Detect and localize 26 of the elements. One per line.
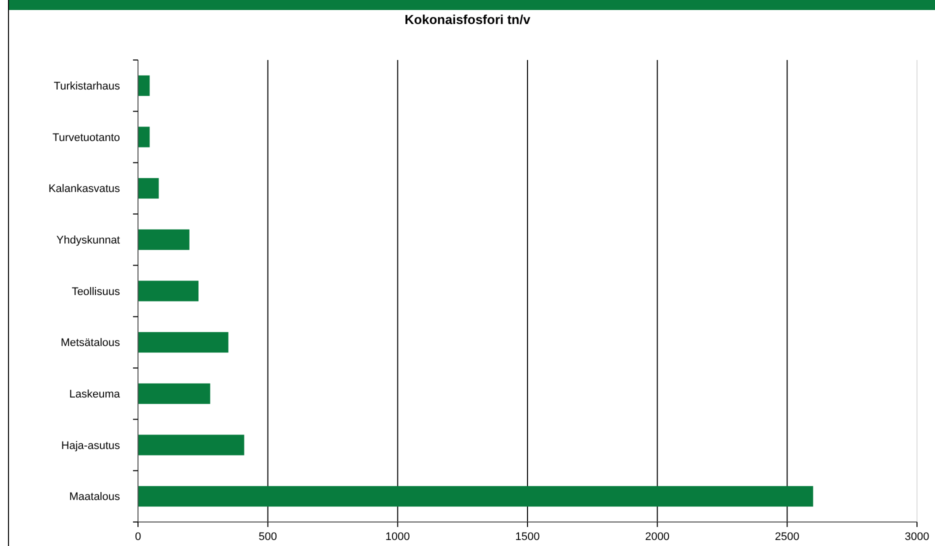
bar [138,486,814,507]
y-tick-label: Maatalous [69,491,120,504]
chart-title: Kokonaisfosfori tn/v [404,12,532,27]
bar [138,280,198,302]
x-tick-label: 2500 [774,531,800,543]
y-tick-label: Metsätalous [60,337,120,350]
x-tick-label: 3000 [904,531,930,543]
y-tick-label: Turvetuotanto [52,132,120,144]
x-tick-label: 500 [258,531,278,543]
y-tick-label: Kalankasvatus [48,183,120,196]
x-tick-label: 1000 [385,531,410,543]
bar [138,126,150,148]
y-tick-label: Turkistarhaus [54,80,120,93]
x-tick-label: 1500 [515,531,540,543]
y-tick-label: Laskeuma [69,388,121,401]
x-tick-label: 2000 [645,531,670,543]
x-tick-label: 0 [134,531,142,543]
bar [138,332,228,353]
bar [138,178,159,199]
bar [138,434,244,456]
bar [138,229,190,250]
bar [138,383,210,404]
bar [138,75,150,96]
y-tick-label: Yhdyskunnat [56,234,120,247]
y-tick-label: Haja-asutus [61,440,120,452]
y-tick-label: Teollisuus [72,286,120,298]
